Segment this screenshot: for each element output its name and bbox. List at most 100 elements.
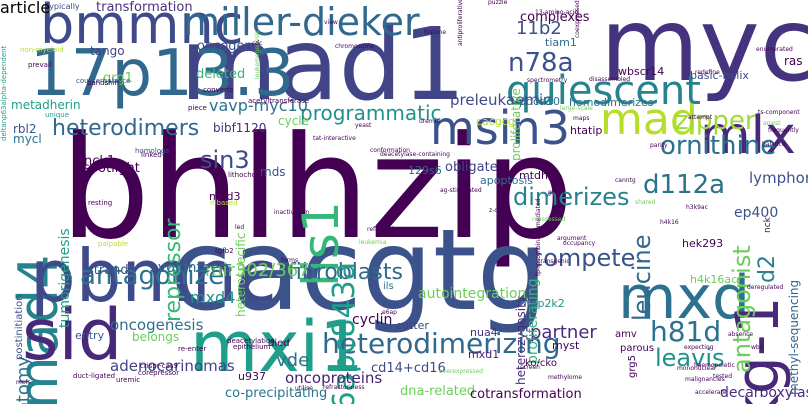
- cloud-word: screen: [520, 364, 540, 371]
- cloud-word: mxd1: [468, 348, 500, 361]
- cloud-word: lithocholic: [228, 171, 264, 179]
- cloud-word: apoptosis: [480, 174, 533, 187]
- cloud-word: occupancy: [563, 240, 596, 247]
- cloud-word: antagonize: [80, 261, 225, 291]
- cloud-word: coexpressed: [574, 0, 581, 38]
- cloud-word: spotlight: [83, 161, 140, 176]
- cloud-word: wbscr14: [618, 65, 665, 78]
- cloud-word: non-myeloid: [20, 46, 64, 54]
- cloud-word: mir302/367: [205, 260, 310, 281]
- cloud-word: disassembled: [589, 76, 631, 83]
- cloud-word: view: [324, 19, 338, 26]
- cloud-word: pdcd10: [519, 95, 560, 108]
- cloud-word: mtdh: [519, 169, 548, 182]
- cloud-word: cdc: [252, 40, 263, 47]
- cloud-word: cd14+cd16: [371, 361, 446, 376]
- cloud-word: belongs: [132, 330, 180, 344]
- cloud-word: oncogene: [197, 39, 261, 54]
- cloud-word: strand: [87, 263, 129, 278]
- cloud-word: quiescent: [506, 68, 701, 114]
- cloud-word: ep400: [734, 205, 779, 221]
- cloud-word: attempt: [688, 114, 713, 121]
- cloud-word: uremia: [419, 118, 441, 125]
- cloud-word: programmatic: [300, 101, 442, 125]
- cloud-word: d112a: [643, 170, 726, 200]
- cloud-word: nua4: [470, 326, 498, 339]
- cloud-word: tat-interactive: [313, 135, 356, 142]
- cloud-word: cutter: [396, 319, 429, 332]
- cloud-word: wbs: [751, 344, 763, 351]
- cloud-word: deregulated: [747, 284, 784, 291]
- cloud-word: enumerated: [756, 46, 793, 53]
- cloud-word: entry: [75, 329, 105, 342]
- cloud-word: lymphoma: [749, 169, 808, 187]
- cloud-word: h81d: [650, 315, 722, 348]
- cloud-word: deacetylase-containing: [380, 151, 450, 158]
- cloud-word: co-precipitating: [225, 386, 328, 401]
- cloud-word: d2: [755, 255, 780, 283]
- cloud-word: deltanp63alpha-dependent: [0, 45, 8, 141]
- cloud-word: postinitiation: [14, 294, 25, 360]
- cloud-word: bandshift: [87, 79, 120, 87]
- cloud-word: nck: [763, 217, 773, 233]
- cloud-word: oncoproteins: [285, 369, 383, 387]
- cloud-word: ils: [383, 281, 394, 292]
- cloud-word: vavp-myc10: [209, 96, 308, 115]
- cloud-word: bmmnc: [40, 0, 244, 56]
- cloud-word: fibroblasts: [288, 260, 403, 285]
- cloud-word: deacetylation: [227, 337, 275, 345]
- cloud-word: obligate: [445, 160, 498, 175]
- cloud-word: unique: [45, 111, 70, 119]
- cloud-word: mxi1: [190, 306, 364, 388]
- cloud-word: e6ap: [382, 309, 397, 316]
- cloud-word: basic-helix: [690, 69, 749, 82]
- cloud-word: parity: [650, 142, 668, 149]
- cloud-word: heterodimerizing: [322, 327, 561, 360]
- cloud-word: homodimerizes: [569, 96, 654, 109]
- cloud-word: metadherin: [11, 98, 81, 112]
- cloud-word: led: [235, 224, 245, 231]
- cloud-word: puzzle: [488, 0, 508, 6]
- cloud-word: mxd: [618, 263, 751, 333]
- cloud-word: rbl2: [13, 122, 37, 136]
- cloud-word: spectrometry: [527, 77, 568, 84]
- cloud-word: mefs: [16, 379, 31, 386]
- cloud-word: piece: [188, 104, 207, 112]
- cloud-word: if-based: [210, 199, 238, 207]
- cloud-word: mononuclear: [677, 365, 717, 372]
- cloud-word: heterospecific: [234, 232, 248, 317]
- cloud-word: converts: [203, 86, 234, 94]
- cloud-word: zipper: [675, 106, 756, 136]
- cloud-word: dimerizes: [513, 183, 630, 211]
- cloud-word: mlx: [700, 106, 796, 166]
- cloud-word: refractoriness: [323, 384, 365, 391]
- cloud-word: accelerate: [695, 389, 727, 396]
- cloud-word: linked: [141, 151, 162, 159]
- cloud-word: cycle: [278, 114, 310, 128]
- cloud-word: g0-g1: [548, 189, 566, 196]
- cloud-word: mxd4: [190, 288, 236, 307]
- cloud-word: re-enter: [178, 345, 207, 353]
- cloud-word: adenocarinomas: [110, 357, 235, 375]
- cloud-word: utilise: [295, 385, 313, 392]
- cloud-word: leukemogenesis: [254, 30, 261, 79]
- cloud-word: mad: [600, 94, 698, 145]
- cloud-word: preleukaemic: [450, 91, 552, 109]
- cloud-word: autointegration: [418, 286, 527, 302]
- cloud-word: vde: [276, 350, 310, 371]
- cloud-word: 13-amino-acid: [535, 9, 579, 16]
- cloud-word: ras: [784, 54, 803, 68]
- cloud-word: partner: [530, 322, 597, 343]
- cloud-word: methylome: [548, 374, 583, 381]
- cloud-word: histone: [424, 29, 447, 36]
- cloud-word: prevail: [28, 61, 52, 69]
- cloud-word: conformation: [370, 147, 410, 154]
- cloud-word: reflected: [367, 226, 394, 233]
- cloud-word: large-scale: [560, 105, 593, 112]
- cloud-word: amv: [615, 329, 637, 340]
- cloud-word: oncogenesis: [110, 316, 204, 334]
- cloud-word: volunteers: [158, 260, 233, 276]
- cloud-word: proliferating: [525, 278, 541, 364]
- cloud-word: hek293: [682, 237, 724, 250]
